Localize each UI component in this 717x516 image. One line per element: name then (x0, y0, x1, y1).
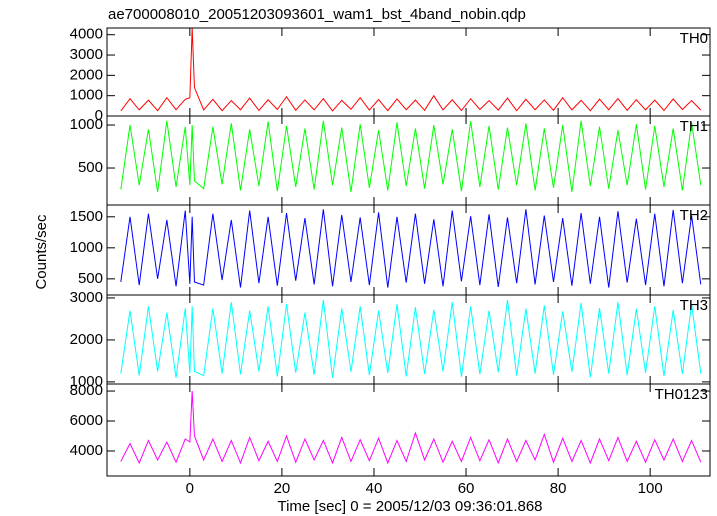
y-tick-label: 3000 (70, 289, 103, 306)
y-tick-label: 6000 (70, 412, 103, 429)
y-tick-label: 2000 (70, 331, 103, 348)
trace (120, 120, 702, 193)
panel-frame (106, 115, 711, 206)
panel-frame (106, 27, 711, 117)
x-tick-label: 60 (458, 480, 475, 497)
x-tick-label: 40 (366, 480, 383, 497)
y-tick-label: 1000 (70, 239, 103, 256)
y-tick-label: 8000 (70, 382, 103, 399)
y-tick-label: 1000 (70, 116, 103, 133)
y-tick-label: 2000 (70, 66, 103, 83)
panel-frame (106, 204, 711, 296)
x-tick-label: 100 (638, 480, 663, 497)
x-tick-label: 20 (274, 480, 291, 497)
panel-name: TH1 (680, 118, 708, 135)
trace (120, 299, 702, 378)
x-axis-label: Time [sec] 0 = 2005/12/03 09:36:01.868 (277, 498, 542, 515)
x-tick-label: 0 (186, 480, 194, 497)
y-axis-label: Counts/sec (33, 214, 50, 290)
panel-frame (106, 294, 711, 385)
y-tick-label: 1000 (70, 373, 103, 390)
chart-title: ae700008010_20051203093601_wam1_bst_4ban… (108, 6, 526, 23)
y-tick-label: 1000 (70, 87, 103, 104)
trace (120, 391, 702, 465)
x-tick-label: 80 (550, 480, 567, 497)
y-tick-label: 4000 (70, 442, 103, 459)
panel-frame (106, 383, 711, 477)
trace (120, 209, 702, 288)
panel-name: TH0 (680, 30, 708, 47)
y-tick-label: 3000 (70, 46, 103, 63)
panel-name: TH0123 (655, 386, 708, 403)
panel-name: TH3 (680, 297, 708, 314)
panel-name: TH2 (680, 207, 708, 224)
y-tick-label: 500 (78, 270, 103, 287)
trace (120, 28, 702, 112)
y-tick-label: 0 (95, 107, 103, 124)
y-tick-label: 4000 (70, 26, 103, 43)
y-tick-label: 1500 (70, 208, 103, 225)
y-tick-label: 500 (78, 159, 103, 176)
